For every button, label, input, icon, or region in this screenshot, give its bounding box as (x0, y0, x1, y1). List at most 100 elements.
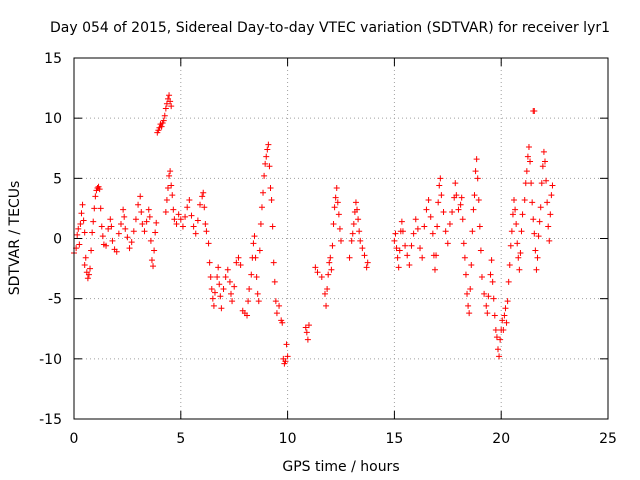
data-point (218, 305, 225, 312)
data-point (537, 204, 544, 211)
data-point (517, 249, 524, 256)
data-point (209, 295, 216, 302)
data-point (97, 205, 104, 212)
data-point (501, 312, 508, 319)
data-point (167, 98, 174, 105)
data-point (545, 223, 552, 230)
data-point (139, 221, 146, 228)
data-point (509, 211, 516, 218)
data-point (202, 221, 209, 228)
data-point (472, 168, 479, 175)
data-point (258, 204, 265, 211)
data-point (272, 298, 279, 305)
data-point (76, 241, 83, 248)
data-point (208, 286, 215, 293)
data-point (338, 237, 344, 244)
data-point (184, 204, 191, 211)
data-point (462, 271, 469, 278)
data-point (215, 264, 222, 271)
data-point (130, 228, 137, 235)
data-point (507, 242, 514, 249)
data-point (177, 216, 184, 223)
data-point (235, 254, 242, 261)
data-point (229, 298, 236, 305)
data-point (487, 271, 494, 278)
x-tick-label: 15 (385, 431, 403, 447)
data-point (160, 117, 167, 124)
data-point (469, 228, 476, 235)
data-point (210, 302, 217, 309)
data-point (283, 341, 290, 348)
data-point (257, 221, 264, 228)
data-point (270, 259, 277, 266)
data-point (363, 264, 370, 271)
data-point (227, 290, 234, 297)
data-point (490, 295, 497, 302)
data-point (214, 274, 221, 281)
data-point (171, 216, 178, 223)
data-point (276, 302, 283, 309)
data-point (506, 261, 513, 268)
data-point (206, 259, 213, 266)
data-point (431, 266, 438, 273)
data-point (399, 228, 406, 235)
data-point (84, 275, 91, 282)
data-point (357, 237, 364, 244)
data-point (90, 218, 97, 225)
data-point (522, 180, 529, 187)
data-point (78, 210, 85, 217)
data-point (466, 310, 473, 317)
data-point (436, 182, 443, 189)
data-point (548, 192, 555, 199)
data-point (464, 290, 471, 297)
data-point (265, 141, 272, 148)
data-point (497, 336, 504, 343)
data-point (408, 242, 415, 249)
data-point (531, 230, 538, 237)
data-point (244, 312, 251, 319)
data-point (327, 254, 334, 261)
data-point (147, 237, 154, 244)
data-point (433, 252, 440, 259)
data-point (222, 274, 229, 281)
data-point (267, 184, 274, 191)
data-point (87, 265, 94, 272)
data-point (261, 172, 268, 179)
data-point (260, 189, 267, 196)
data-point (162, 105, 169, 112)
data-point (273, 310, 280, 317)
data-point (271, 278, 278, 285)
data-point (335, 211, 342, 218)
x-tick-labels: 0 5 10 15 20 25 (70, 431, 617, 447)
data-point (115, 230, 122, 237)
data-point (394, 254, 401, 261)
data-point (468, 261, 475, 268)
data-point (437, 175, 444, 182)
data-point (200, 189, 207, 196)
data-point (81, 261, 88, 268)
data-point (519, 211, 526, 218)
data-point (502, 305, 509, 312)
data-point (355, 216, 362, 223)
data-point (549, 182, 556, 189)
data-point (518, 228, 525, 235)
data-point (391, 237, 398, 244)
y-tick-label: 10 (44, 111, 62, 127)
data-point (128, 239, 135, 246)
data-point (515, 254, 522, 261)
data-point (398, 218, 405, 225)
x-tick-label: 0 (70, 431, 79, 447)
data-point (444, 240, 451, 247)
data-point (513, 221, 520, 228)
data-point (168, 182, 175, 189)
data-point (425, 196, 432, 203)
data-point (141, 228, 148, 235)
data-point (354, 206, 361, 213)
data-point (395, 264, 402, 271)
data-point (323, 302, 330, 309)
data-point (79, 201, 86, 208)
data-point (108, 223, 115, 230)
data-point (333, 184, 340, 191)
data-point (143, 218, 150, 225)
data-point (404, 252, 411, 259)
